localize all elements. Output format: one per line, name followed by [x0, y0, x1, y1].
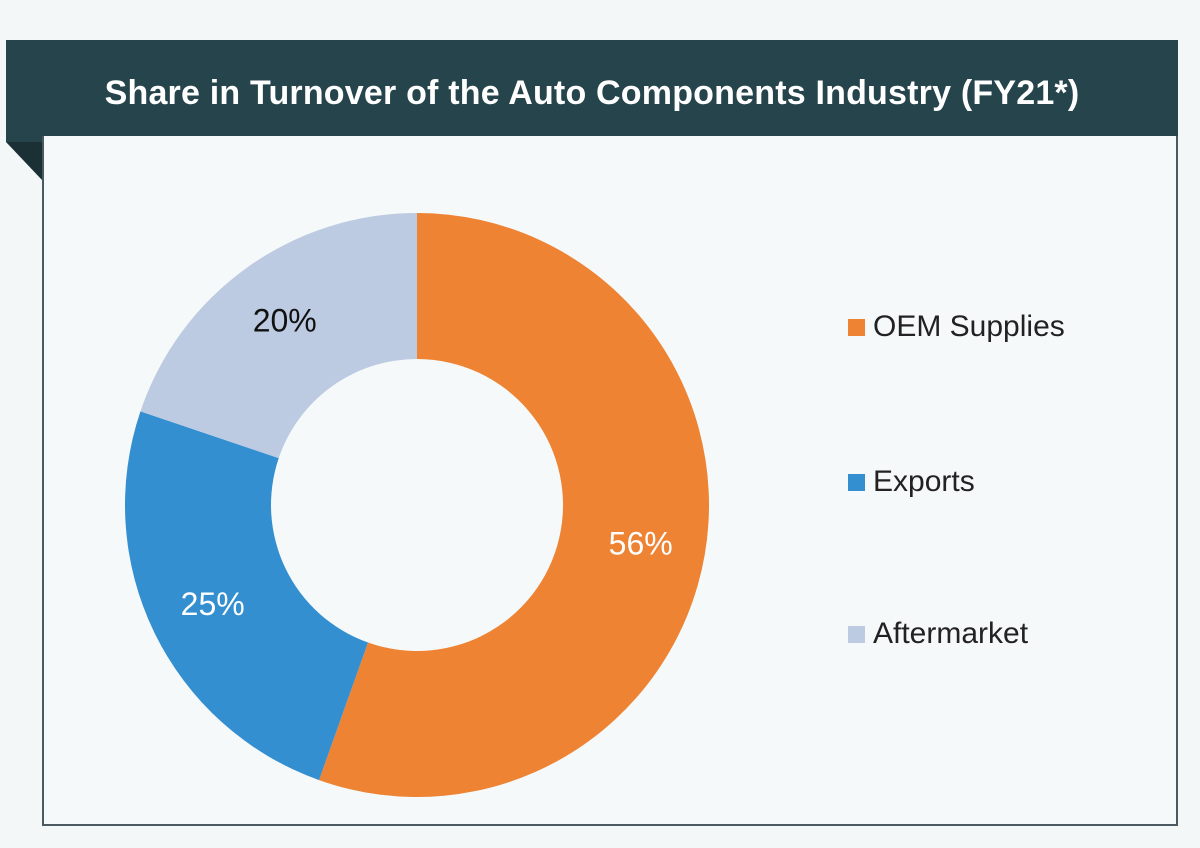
data-label-oem-supplies: 56%	[609, 526, 673, 562]
legend-item-aftermarket: Aftermarket	[848, 617, 1028, 651]
donut-slice-aftermarket	[140, 213, 417, 459]
chart-title: Share in Turnover of the Auto Components…	[104, 73, 1080, 112]
donut-slice-oem-supplies	[319, 212, 710, 798]
data-label-exports: 25%	[181, 586, 245, 622]
legend-swatch-exports	[848, 473, 865, 491]
header-fold-decoration	[6, 142, 42, 180]
legend-swatch-oem-supplies	[848, 318, 865, 336]
legend-item-exports: Exports	[848, 465, 975, 499]
chart-header: Share in Turnover of the Auto Components…	[6, 40, 1178, 142]
data-label-aftermarket: 20%	[253, 303, 317, 339]
legend-label-exports: Exports	[873, 465, 975, 498]
donut-slice-exports	[124, 411, 369, 781]
legend-label-oem-supplies: OEM Supplies	[873, 310, 1065, 343]
legend-swatch-aftermarket	[848, 625, 865, 643]
legend-item-oem-supplies: OEM Supplies	[848, 310, 1065, 344]
legend-label-aftermarket: Aftermarket	[873, 617, 1029, 650]
